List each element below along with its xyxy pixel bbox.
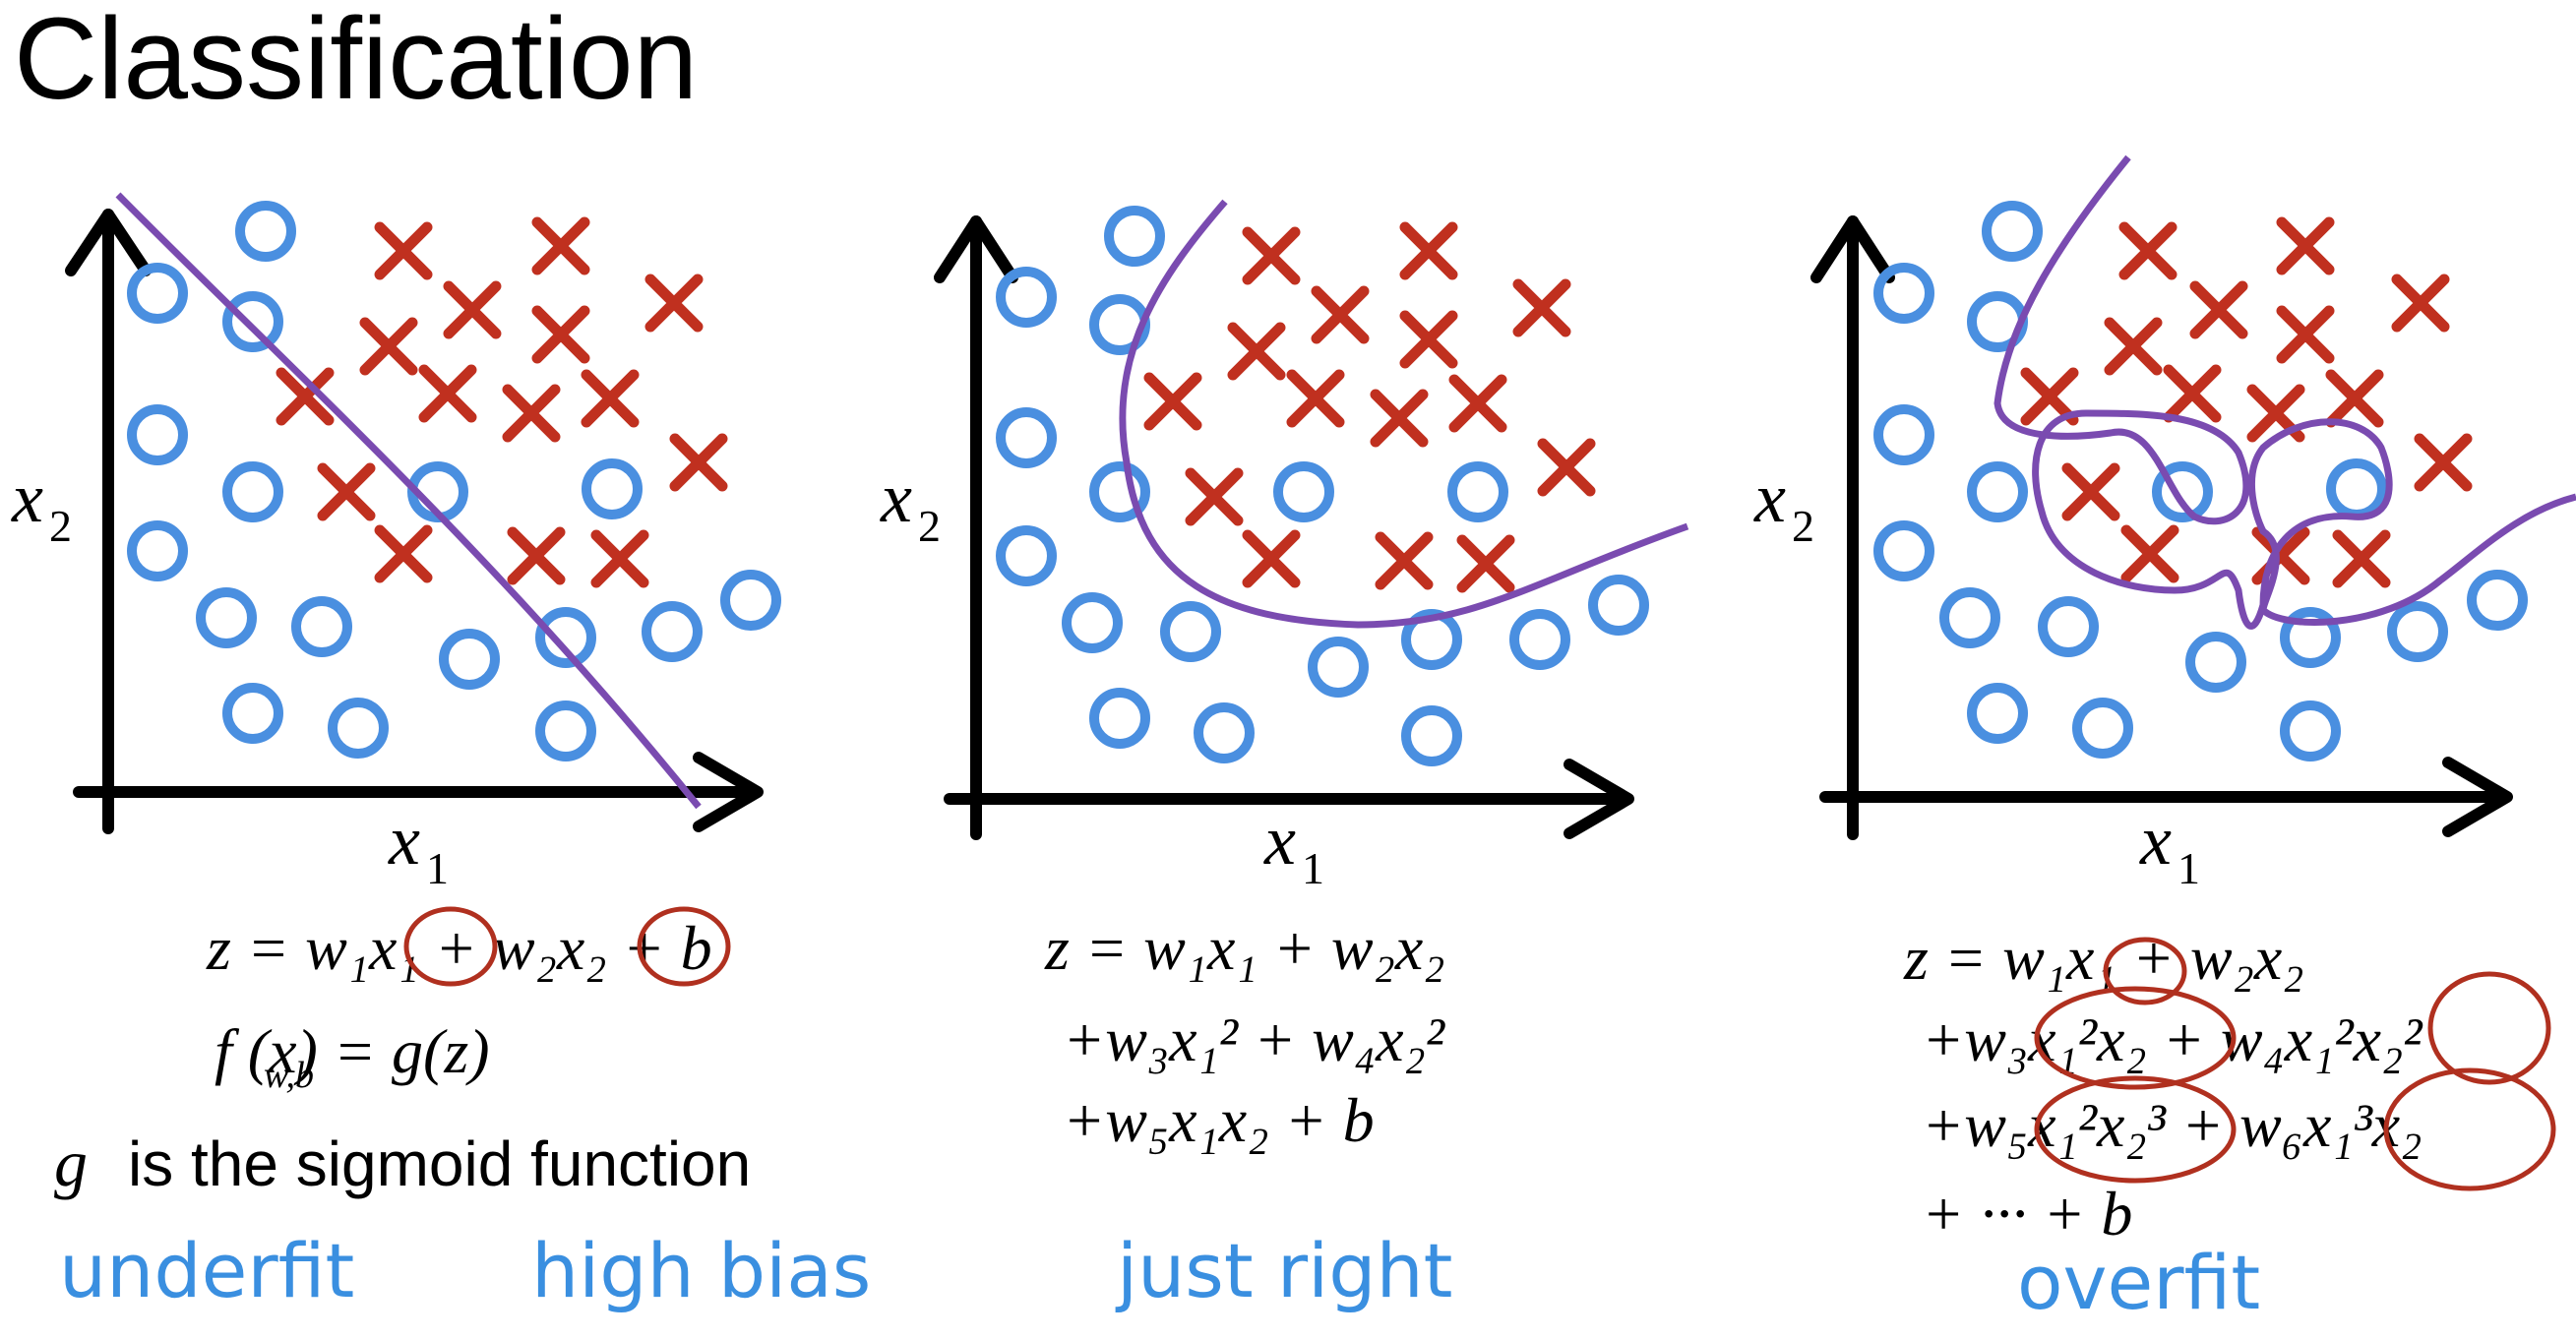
svg-text:2: 2 <box>918 501 941 551</box>
x-axis-label: x 1 <box>388 801 449 893</box>
label-just-right: just right <box>1115 1227 1452 1314</box>
slide-title: Classification <box>14 0 698 124</box>
svg-text:1: 1 <box>1302 843 1324 893</box>
decision-boundary-overfit <box>1993 154 2576 630</box>
panel-overfit: x 2 x 1 z = w₁x₁ + w₂x₂ +w₃x₁²x₂ + w₄x₁²… <box>1753 154 2576 1326</box>
equations-middle: z = w₁x₁ + w₂x₂ +w₃x₁² + w₄x₂² +w₅x₁x₂ +… <box>1044 913 1446 1155</box>
x-axis-label: x 1 <box>2139 801 2200 893</box>
svg-text:x: x <box>880 458 912 537</box>
decision-boundary-linear <box>115 192 702 810</box>
decision-boundary-quadratic <box>1119 199 1689 629</box>
svg-text:x: x <box>1753 458 1786 537</box>
eq-quad-line2: +w₃x₁² + w₄x₂² <box>1063 1005 1446 1074</box>
axes-left <box>65 209 764 834</box>
label-overfit: overfit <box>2017 1239 2260 1326</box>
positive-samples <box>281 222 722 582</box>
x-axis-label: x 1 <box>1263 801 1324 893</box>
circled-features-left <box>403 906 731 987</box>
circled-features-right <box>2034 937 2556 1191</box>
eq-overfit-line1: z = w₁x₁ + w₂x₂ <box>1903 923 2303 993</box>
svg-text:x: x <box>388 801 420 880</box>
svg-text:x: x <box>11 458 43 537</box>
eq-f-of-x: f (x) = g(z) <box>215 1016 490 1086</box>
y-axis-label: x 2 <box>1753 458 1814 551</box>
positive-samples <box>2026 222 2467 582</box>
y-axis-label: x 2 <box>880 458 941 551</box>
eq-overfit-line4: + ··· + b <box>1922 1179 2132 1249</box>
svg-text:2: 2 <box>1792 501 1814 551</box>
eq-quad-line1: z = w₁x₁ + w₂x₂ <box>1044 913 1444 983</box>
positive-samples <box>1149 227 1590 587</box>
eq-f-subscript: w,b <box>264 1055 314 1096</box>
eq-overfit-line2: +w₃x₁²x₂ + w₄x₁²x₂² <box>1922 1005 2423 1074</box>
svg-text:x: x <box>2139 801 2172 880</box>
y-axis-label: x 2 <box>11 458 72 551</box>
equations-right: z = w₁x₁ + w₂x₂ +w₃x₁²x₂ + w₄x₁²x₂² +w₅x… <box>1903 923 2423 1249</box>
panel-just-right: x 2 x 1 z = w₁x₁ + w₂x₂ +w₃x₁² + w₄x₂² +… <box>880 199 1689 1314</box>
svg-text:1: 1 <box>426 843 449 893</box>
eq-overfit-line3: +w₅x₁²x₂³ + w₆x₁³x₂ <box>1922 1090 2422 1160</box>
label-high-bias: high bias <box>531 1227 871 1314</box>
sigmoid-note: is the sigmoid function <box>128 1128 751 1199</box>
eq-quad-line3: +w₅x₁x₂ + b <box>1063 1085 1375 1155</box>
equations-left: z = w₁x₁ + w₂x₂ + b f (x) = g(z) w,b <box>206 913 712 1096</box>
svg-text:x: x <box>1263 801 1296 880</box>
eq-linear-z: z = w₁x₁ + w₂x₂ + b <box>206 913 712 983</box>
svg-text:1: 1 <box>2177 843 2200 893</box>
axes-middle <box>934 215 1634 840</box>
label-underfit: underfit <box>59 1227 354 1314</box>
axes-right <box>1810 215 2513 840</box>
g-symbol: g <box>54 1126 88 1200</box>
panel-underfit: x 2 x 1 z = w₁x₁ + w₂x₂ + b f (x) <box>11 192 871 1314</box>
svg-text:2: 2 <box>49 501 72 551</box>
